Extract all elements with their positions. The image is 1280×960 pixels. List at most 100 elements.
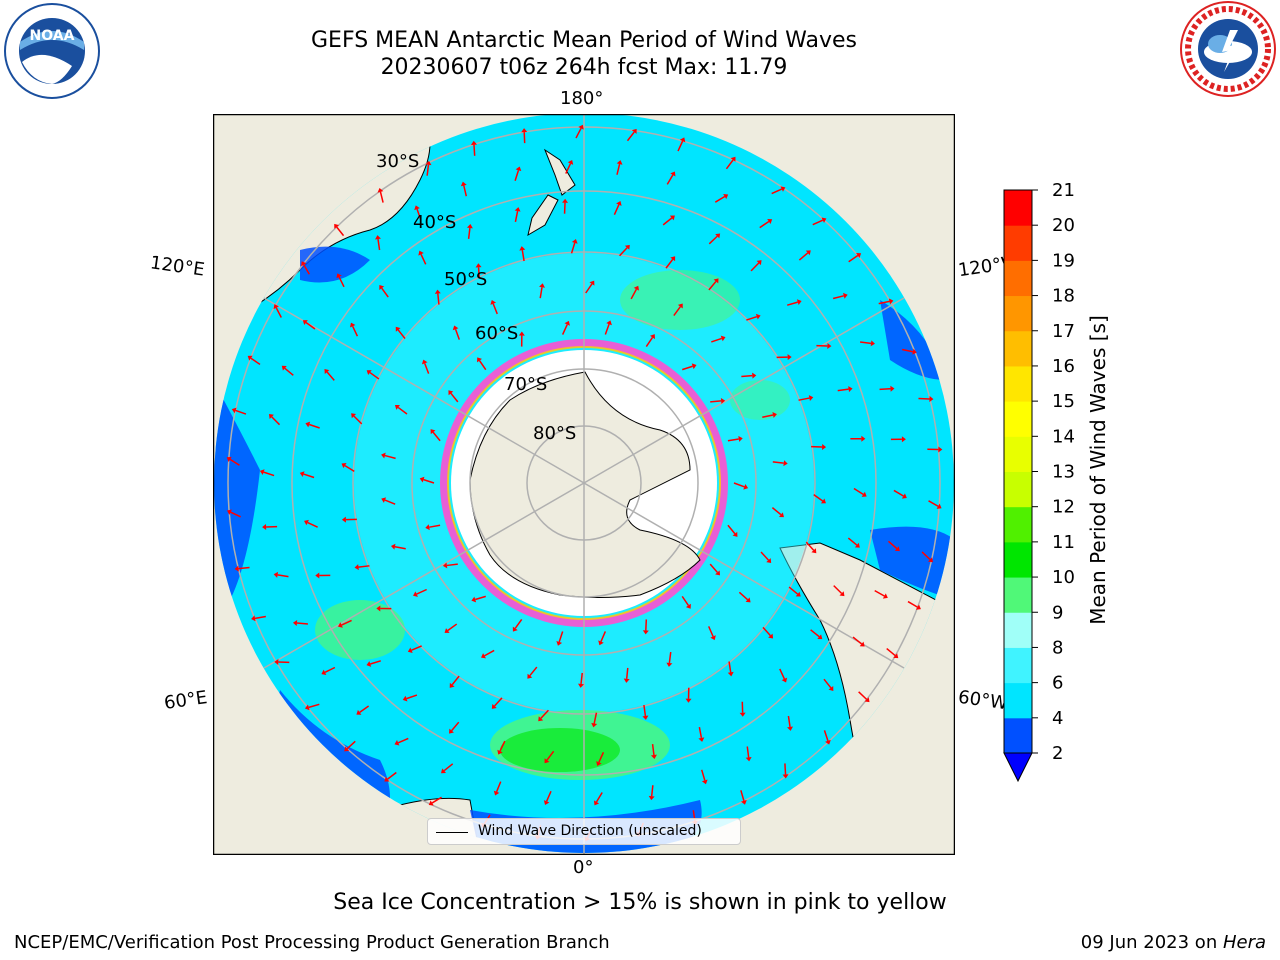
wind-wave-vector bbox=[874, 589, 885, 597]
wind-wave-vector bbox=[848, 254, 859, 263]
wind-wave-vector-head bbox=[825, 739, 831, 745]
wind-wave-vector-head bbox=[893, 653, 899, 659]
wind-wave-vector-head bbox=[305, 421, 311, 428]
colorbar-segment bbox=[1004, 541, 1032, 578]
wind-wave-vector bbox=[837, 388, 849, 392]
wind-wave-vector-head bbox=[727, 671, 734, 677]
wind-wave-vector bbox=[585, 283, 593, 294]
wind-wave-vector bbox=[858, 691, 868, 700]
wind-wave-vector-head bbox=[827, 343, 832, 350]
wind-wave-vector-head bbox=[787, 354, 792, 361]
wind-wave-vector bbox=[235, 409, 247, 415]
lat-label-30s: 30°S bbox=[376, 151, 420, 172]
wind-wave-vector bbox=[643, 704, 647, 717]
wind-wave-vector-head bbox=[591, 722, 598, 728]
wind-wave-vector-head bbox=[843, 292, 848, 299]
wind-wave-vector-head bbox=[756, 260, 762, 266]
wind-wave-vector bbox=[645, 337, 654, 347]
wind-wave-vector-head bbox=[894, 546, 900, 552]
sea-ice-note: Sea Ice Concentration > 15% is shown in … bbox=[333, 890, 947, 915]
wind-wave-vector-head bbox=[782, 774, 789, 779]
wind-wave-vector-head bbox=[564, 320, 570, 326]
wind-wave-vector-head bbox=[281, 365, 287, 371]
wind-wave-vector bbox=[746, 746, 750, 758]
wind-wave-vector-head bbox=[334, 223, 340, 229]
wind-wave-vector bbox=[812, 219, 824, 226]
wind-wave-vector-head bbox=[442, 562, 448, 569]
wind-wave-vector bbox=[451, 675, 460, 686]
wind-wave-vector-head bbox=[481, 653, 486, 659]
colorbar-segment bbox=[1004, 682, 1032, 719]
wind-wave-vector-head bbox=[578, 683, 584, 688]
wind-wave-vector-head bbox=[670, 171, 676, 177]
wind-wave-vector bbox=[681, 595, 690, 606]
map-frame bbox=[213, 114, 955, 855]
wind-wave-vector-head bbox=[390, 543, 396, 550]
colorbar-segment bbox=[1004, 225, 1032, 261]
colorbar-tick-label: 8 bbox=[1052, 637, 1063, 658]
wind-wave-vector-head bbox=[262, 523, 267, 530]
wind-wave-vector-head bbox=[633, 285, 640, 291]
wind-wave-vector-head bbox=[890, 385, 895, 392]
wind-wave-vector-head bbox=[616, 201, 622, 206]
wind-wave-vector bbox=[275, 307, 282, 318]
wind-wave-vector bbox=[798, 252, 809, 261]
wind-wave-vector-head bbox=[301, 261, 307, 267]
wind-wave-vector bbox=[561, 324, 568, 335]
wind-wave-vector-head bbox=[414, 205, 420, 211]
wind-wave-vector bbox=[918, 397, 930, 400]
wind-wave-vector-head bbox=[805, 250, 811, 256]
wind-wave-vector-head bbox=[839, 591, 845, 597]
wind-wave-vector bbox=[238, 566, 250, 570]
wind-wave-vector bbox=[598, 751, 605, 763]
wind-wave-vector bbox=[369, 371, 380, 380]
wind-wave-vector-head bbox=[493, 790, 500, 796]
colorbar-segment bbox=[1004, 295, 1032, 332]
wind-wave-vector-head bbox=[691, 363, 697, 370]
wind-wave-vector bbox=[570, 242, 576, 254]
wind-wave-vector-head bbox=[448, 390, 454, 396]
wind-wave-vector-head bbox=[796, 299, 802, 305]
wind-wave-vector-head bbox=[521, 128, 528, 133]
wind-wave-vector-head bbox=[648, 795, 655, 801]
wind-wave-vector bbox=[626, 131, 635, 142]
wind-wave-vector-head bbox=[425, 524, 430, 531]
wind-wave-vector bbox=[832, 295, 844, 300]
wind-wave-vector bbox=[740, 790, 745, 802]
wind-wave-vector bbox=[613, 204, 620, 216]
wind-wave-vector-head bbox=[226, 456, 232, 462]
wind-wave-vector-head bbox=[234, 565, 239, 572]
wind-wave-vector-head bbox=[299, 471, 305, 477]
wind-wave-vector bbox=[443, 763, 454, 772]
wind-wave-vector-head bbox=[366, 370, 372, 376]
wind-wave-vector-head bbox=[273, 304, 279, 310]
wind-wave-vector-head bbox=[698, 737, 705, 742]
wind-wave-vector-head bbox=[341, 516, 346, 523]
wind-wave-vector bbox=[450, 392, 459, 403]
wind-wave-vector-head bbox=[259, 469, 265, 475]
wind-wave-vector bbox=[432, 431, 441, 442]
wind-wave-vector-head bbox=[544, 758, 550, 764]
wind-wave-vector-head bbox=[795, 591, 801, 597]
land-new-zealand-north bbox=[543, 148, 576, 196]
wind-wave-vector bbox=[303, 473, 315, 479]
colorbar-segment bbox=[1004, 717, 1032, 754]
wind-wave-vector bbox=[338, 276, 345, 288]
wind-wave-vector bbox=[431, 796, 442, 804]
wind-wave-vector-head bbox=[344, 746, 350, 752]
wind-wave-vector-head bbox=[767, 218, 773, 224]
wind-wave-vector-head bbox=[324, 369, 330, 375]
wind-wave-vector-head bbox=[519, 246, 526, 251]
wind-wave-vector-head bbox=[715, 570, 721, 576]
wind-wave-vector-head bbox=[828, 685, 834, 691]
wind-wave-vector bbox=[305, 321, 316, 330]
wind-wave-vector bbox=[495, 781, 502, 793]
wind-wave-vector bbox=[324, 666, 336, 673]
wind-wave-vector bbox=[416, 588, 427, 595]
wind-wave-vector-head bbox=[491, 703, 497, 709]
polar-map bbox=[213, 114, 955, 855]
wind-wave-vector-head bbox=[861, 491, 867, 497]
wind-wave-vector-head bbox=[723, 193, 729, 200]
wind-wave-vector-head bbox=[738, 435, 743, 442]
field-2-4s-east bbox=[880, 300, 945, 380]
